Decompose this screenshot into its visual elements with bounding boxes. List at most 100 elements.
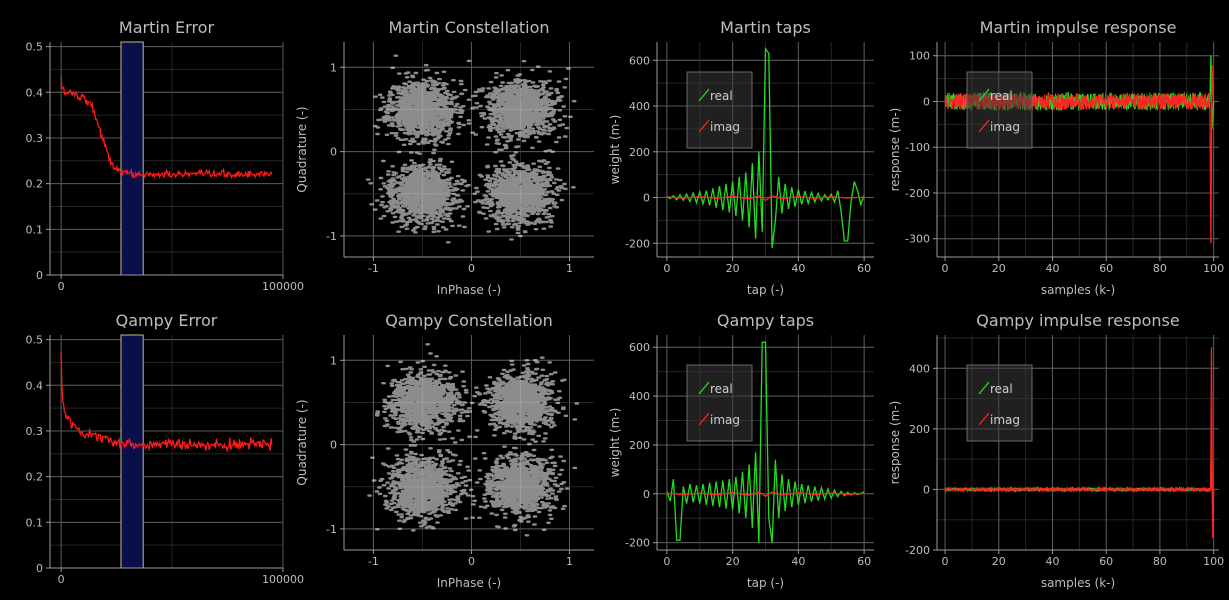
x-tick-label: 40: [1045, 555, 1059, 568]
x-tick-label: 0: [468, 262, 475, 275]
y-tick-label: -1: [326, 523, 337, 536]
martin-constellation-xlabel: InPhase (-): [437, 283, 501, 297]
y-tick-label: 100: [909, 50, 930, 63]
martin-impulse-ylabel: response (m-): [888, 108, 902, 192]
martin-error-title: Martin Error: [119, 18, 215, 37]
qampy-impulse-legend[interactable]: real imag: [966, 364, 1033, 442]
qampy-taps-xlabel: tap (-): [747, 576, 784, 590]
martin-taps-ylabel: weight (m-): [608, 115, 622, 185]
qampy-taps-title: Qampy taps: [717, 311, 814, 330]
martin-taps-series-0: [666, 46, 865, 248]
x-tick-label: 100000: [262, 573, 304, 586]
x-tick-label: 0: [942, 555, 949, 568]
legend-swatch-real: [978, 381, 990, 395]
y-tick-label: 0.2: [26, 471, 44, 484]
martin-error-series-0: [60, 76, 273, 180]
legend-swatch-imag: [698, 119, 710, 133]
qampy-constellation-ylabel: Quadrature (-): [295, 399, 309, 485]
x-tick-label: 1: [566, 262, 573, 275]
x-tick-label: 60: [1099, 555, 1113, 568]
qampy-taps-legend[interactable]: real imag: [686, 364, 753, 442]
legend-swatch-real: [698, 88, 710, 102]
y-tick-label: -1: [326, 230, 337, 243]
x-tick-label: -1: [368, 262, 379, 275]
y-tick-label: 0: [643, 192, 650, 205]
martin-error-plot-area: [60, 76, 273, 180]
y-tick-label: 0: [923, 95, 930, 108]
x-tick-label: 100: [1203, 555, 1224, 568]
legend-label-imag: imag: [710, 413, 740, 427]
legend-label-real: real: [710, 382, 733, 396]
y-tick-label: 1: [330, 61, 337, 74]
y-tick-label: -200: [905, 187, 930, 200]
martin-constellation-title: Martin Constellation: [388, 18, 549, 37]
y-tick-label: 400: [629, 100, 650, 113]
martin-taps-legend[interactable]: real imag: [686, 71, 753, 149]
qampy-taps-ylabel: weight (m-): [608, 408, 622, 478]
y-tick-label: 0: [923, 483, 930, 496]
legend-label-imag: imag: [990, 413, 1020, 427]
legend-box: [966, 71, 1033, 149]
y-tick-label: 0.1: [26, 223, 44, 236]
y-tick-label: 600: [629, 54, 650, 67]
legend-label-imag: imag: [710, 120, 740, 134]
martin-constellation-plot-area: [365, 54, 577, 244]
selection-region[interactable]: [120, 41, 144, 276]
y-tick-label: 0: [643, 488, 650, 501]
x-tick-label: 20: [726, 555, 740, 568]
x-tick-label: 0: [58, 573, 65, 586]
martin-taps-xlabel: tap (-): [747, 283, 784, 297]
legend-label-real: real: [990, 382, 1013, 396]
martin-impulse-chart: 0 20 40 60 80 100 -300 -200 -100 0 100 Martin impul…: [888, 18, 1224, 297]
x-tick-label: 0: [663, 262, 670, 275]
legend-swatch-imag: [698, 412, 710, 426]
x-tick-label: 100000: [262, 280, 304, 293]
x-tick-label: 80: [1153, 555, 1167, 568]
y-tick-label: 0: [36, 269, 43, 282]
qampy-error-plot-area: [60, 351, 273, 454]
martin-constellation-ylabel: Quadrature (-): [295, 106, 309, 192]
legend-swatch-imag: [978, 119, 990, 133]
martin-taps-title: Martin taps: [720, 18, 811, 37]
y-tick-label: 200: [629, 146, 650, 159]
qampy-error-chart: 0 100000 0 0.1 0.2 0.3 0.4 0.5 Qampy Error: [26, 311, 305, 586]
qampy-taps-series-0: [666, 341, 865, 543]
legend-label-real: real: [710, 89, 733, 103]
y-tick-label: 0.3: [26, 425, 44, 438]
legend-box: [966, 364, 1033, 442]
martin-impulse-title: Martin impulse response: [980, 18, 1177, 37]
legend-box: [686, 71, 753, 149]
x-tick-label: 60: [857, 555, 871, 568]
qampy-constellation-xlabel: InPhase (-): [437, 576, 501, 590]
legend-box: [686, 364, 753, 442]
qampy-taps-plot-area: [666, 341, 865, 543]
selection-region[interactable]: [120, 334, 144, 569]
y-tick-label: 600: [629, 341, 650, 354]
martin-constellation-chart: -1 0 1 -1 0 1 Martin Constellation InPhase (-) Q…: [295, 18, 594, 297]
martin-impulse-legend[interactable]: real imag: [966, 71, 1033, 149]
y-tick-label: 0.1: [26, 516, 44, 529]
qampy-constellation-title: Qampy Constellation: [385, 311, 553, 330]
x-tick-label: 40: [791, 555, 805, 568]
martin-impulse-xlabel: samples (k-): [1041, 283, 1115, 297]
qampy-impulse-xlabel: samples (k-): [1041, 576, 1115, 590]
qampy-taps-series-1: [666, 491, 865, 498]
scatter-points: [365, 54, 577, 244]
x-tick-label: 0: [663, 555, 670, 568]
x-tick-label: -1: [368, 555, 379, 568]
martin-error-chart: 0 100000 0 0.1 0.2 0.3 0.4 0.5 Martin Error: [26, 18, 305, 293]
y-tick-label: 0.2: [26, 178, 44, 191]
x-tick-label: 60: [1099, 262, 1113, 275]
x-tick-label: 100: [1203, 262, 1224, 275]
martin-taps-series-1: [666, 194, 865, 202]
qampy-constellation-plot-area: [367, 343, 580, 537]
y-tick-label: 400: [909, 362, 930, 375]
legend-label-real: real: [990, 89, 1013, 103]
y-tick-label: -200: [625, 537, 650, 550]
qampy-impulse-ylabel: response (m-): [888, 401, 902, 485]
y-tick-label: 0.4: [26, 86, 44, 99]
legend-label-imag: imag: [990, 120, 1020, 134]
y-tick-label: 1: [330, 354, 337, 367]
